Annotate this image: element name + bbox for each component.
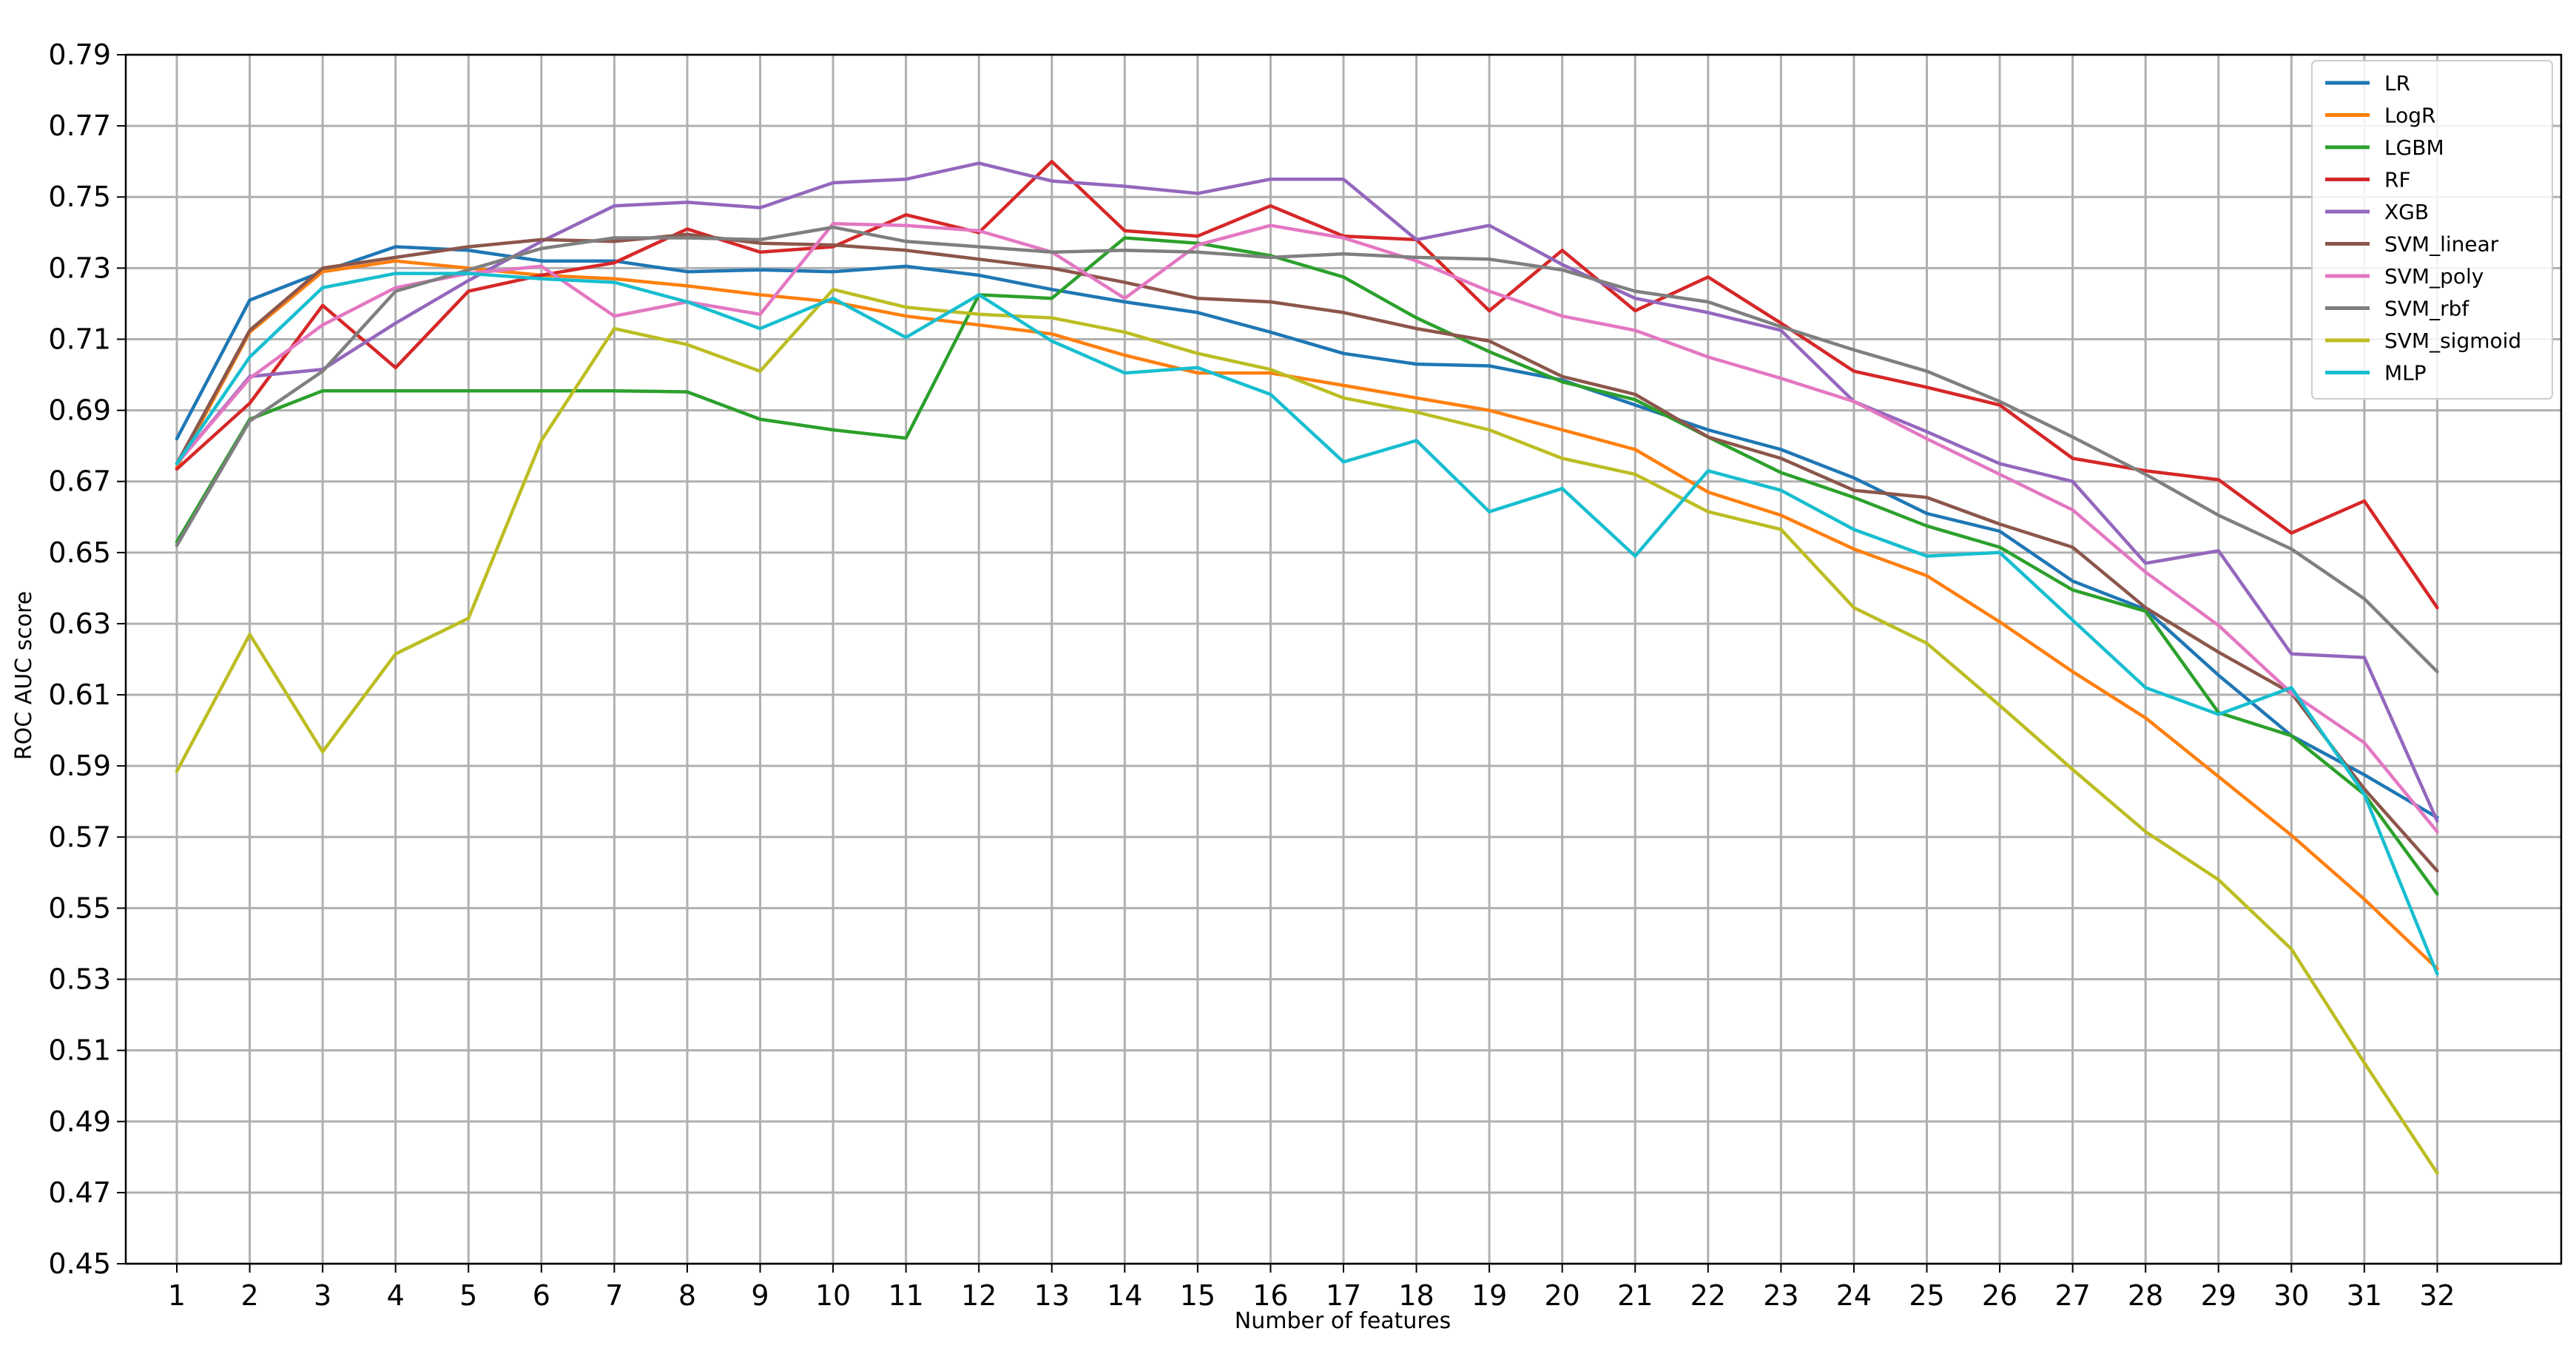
series-line-svm-poly [175,222,2439,834]
legend-box [2311,60,2553,400]
x-tick-label: 17 [1326,1279,1361,1312]
y-tick-label: 0.77 [48,110,111,142]
x-tick-label: 7 [605,1279,623,1312]
x-tick-label: 24 [1836,1279,1872,1312]
y-tick-label: 0.71 [48,323,111,355]
legend-label-rf: RF [2384,168,2411,192]
x-tick-label: 22 [1690,1279,1726,1312]
x-tick-label: 23 [1763,1279,1798,1312]
legend-label-xgb: XGB [2384,200,2429,224]
x-tick-label: 8 [678,1279,696,1312]
series-line-svm-linear [175,232,2439,873]
x-tick-label: 29 [2201,1279,2236,1312]
x-tick-label: 15 [1180,1279,1215,1312]
y-tick-label: 0.55 [48,892,111,924]
x-tick-label: 30 [2273,1279,2309,1312]
series-line-svm-rbf [175,225,2439,674]
legend-label-svm-linear: SVM_linear [2384,232,2499,257]
x-tick-label: 28 [2128,1279,2163,1312]
x-tick-label: 16 [1252,1279,1288,1312]
x-tick-label: 6 [533,1279,550,1312]
y-tick-label: 0.79 [48,38,111,71]
legend-label-logr: LogR [2384,104,2435,128]
x-tick-label: 10 [815,1279,851,1312]
x-tick-label: 2 [240,1279,258,1312]
x-tick-label: 20 [1545,1279,1580,1312]
x-tick-label: 25 [1909,1279,1944,1312]
x-tick-label: 19 [1471,1279,1507,1312]
y-tick-label: 0.69 [48,394,111,427]
x-tick-label: 14 [1107,1279,1142,1312]
y-tick-label: 0.75 [48,181,111,213]
x-tick-label: 1 [168,1279,186,1312]
legend-label-svm-poly: SVM_poly [2384,264,2484,289]
x-tick-label: 32 [2419,1279,2455,1312]
legend-label-lr: LR [2384,71,2410,95]
x-tick-label: 11 [888,1279,923,1312]
series-line-lr [175,245,2439,820]
y-tick-label: 0.53 [48,963,111,996]
y-tick-label: 0.67 [48,465,111,498]
y-tick-label: 0.47 [48,1176,111,1209]
x-tick-label: 9 [751,1279,769,1312]
legend-label-lgbm: LGBM [2384,135,2444,160]
series-line-mlp [175,272,2439,976]
y-tick-label: 0.51 [48,1034,111,1067]
series-line-lgbm [175,236,2439,896]
series-lines [175,159,2439,1175]
y-tick-label: 0.49 [48,1105,111,1138]
legend-label-svm-rbf: SVM_rbf [2384,297,2469,321]
y-tick-label: 0.73 [48,252,111,284]
x-tick-label: 27 [2054,1279,2090,1312]
legend-label-mlp: MLP [2384,361,2427,385]
y-tick-label: 0.59 [48,750,111,782]
y-tick-label: 0.63 [48,607,111,640]
series-line-svm-sigmoid [175,287,2439,1175]
series-line-xgb [175,161,2439,823]
x-axis: 1 2 3 4 5 6 7 8 9 10 11 12 13 14 15 16 17 18 19 20 21 22 23 24 2… [168,1264,2455,1312]
x-tick-label: 4 [387,1279,405,1312]
x-tick-label: 5 [459,1279,477,1312]
x-tick-label: 21 [1617,1279,1653,1312]
x-axis-title: Number of features [1235,1308,1451,1334]
x-tick-label: 12 [961,1279,997,1312]
y-tick-label: 0.45 [48,1247,111,1280]
x-tick-label: 3 [314,1279,331,1312]
x-tick-label: 31 [2347,1279,2382,1312]
legend-label-svm-sigmoid: SVM_sigmoid [2384,329,2521,353]
legend: LR LogR LGBM RF XGB SVM_linear SVM_poly SVM_rbf… [2311,60,2553,400]
y-tick-label: 0.65 [48,536,111,569]
y-tick-label: 0.61 [48,678,111,711]
x-tick-label: 18 [1398,1279,1434,1312]
y-axis: 0.45 0.47 0.49 0.51 0.53 0.55 0.57 0.59 0.61 0.63… [48,38,126,1280]
y-tick-label: 0.57 [48,821,111,853]
y-axis-title: ROC AUC score [11,591,37,761]
x-tick-label: 26 [1982,1279,2017,1312]
x-tick-label: 13 [1034,1279,1070,1312]
